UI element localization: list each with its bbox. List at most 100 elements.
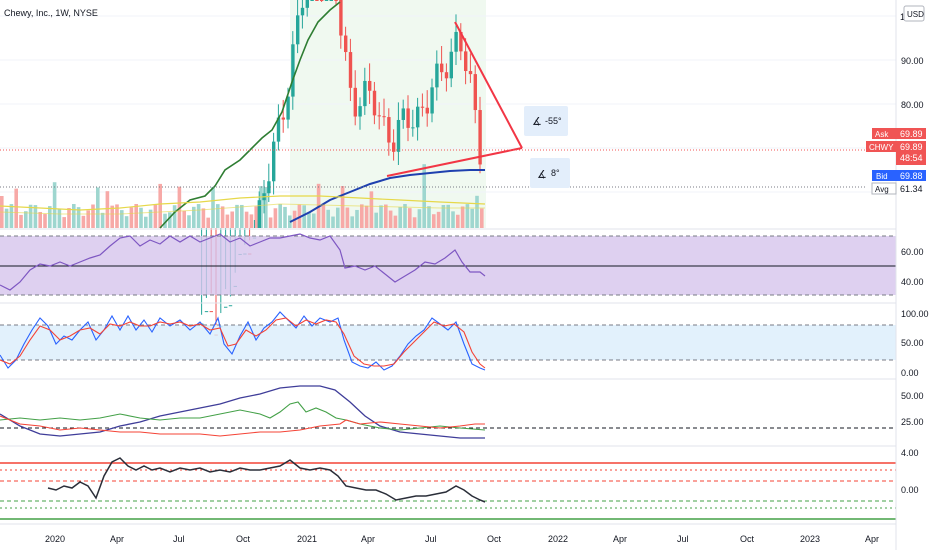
volume-bar	[408, 208, 412, 228]
rsi-tick-60: 60.00	[901, 247, 924, 257]
volume-bar	[360, 204, 364, 228]
volume-bar	[14, 188, 18, 228]
time-label-2020: 2020	[45, 534, 65, 544]
volume-bar	[153, 204, 158, 228]
volume-bar	[384, 204, 388, 228]
bid-value: 69.88	[900, 171, 923, 181]
candle-body	[204, 311, 209, 313]
volume-bar	[379, 205, 383, 228]
currency-button[interactable]: USD	[903, 5, 925, 22]
volume-bar	[220, 206, 225, 228]
stoch-d-line	[0, 317, 486, 369]
candle-body	[296, 15, 300, 45]
volume-bar	[456, 214, 460, 228]
candle-body	[267, 181, 271, 194]
candle-body	[368, 80, 372, 91]
candle-body	[430, 87, 434, 114]
volume-bar	[187, 215, 191, 228]
candle-body	[464, 51, 468, 72]
candle-body	[416, 106, 420, 128]
currency-label: USD	[907, 10, 924, 19]
ask-label: Ask	[875, 130, 889, 139]
candle-body	[209, 311, 213, 313]
candle-body	[344, 35, 348, 53]
candle-body	[478, 110, 482, 165]
volume-ma-line	[0, 195, 486, 211]
ma-fast-line	[159, 1, 341, 229]
volume-bar	[168, 212, 172, 228]
volume-bar	[19, 214, 23, 228]
candle-body	[286, 96, 290, 120]
volume-bar	[321, 204, 326, 228]
volume-bar	[48, 206, 52, 228]
price-tick-partial: 1	[900, 12, 905, 22]
candle-body	[411, 127, 415, 129]
dmi-tick-25: 25.00	[901, 417, 924, 427]
candle-body	[473, 74, 477, 111]
volume-bar	[283, 206, 287, 228]
volume-bar	[273, 208, 278, 228]
volume-bar	[345, 207, 350, 228]
volume-bar	[240, 204, 244, 228]
volume-bar	[124, 216, 129, 228]
candle-body	[396, 119, 401, 152]
volume-bar	[340, 186, 345, 228]
volume-bar	[43, 214, 47, 228]
volume-bar	[182, 210, 186, 228]
last-price-tag: CHWY 69.89 48:54	[866, 141, 926, 165]
ask-value: 69.89	[900, 129, 923, 139]
candle-body	[324, 0, 329, 1]
angle-value-lower: 8°	[551, 168, 560, 178]
osc-line	[47, 457, 486, 503]
angle-icon-lower: ∡	[537, 169, 547, 181]
candle-body	[272, 141, 276, 182]
candle-body	[320, 0, 324, 1]
volume-bar	[196, 204, 201, 228]
volume-bar	[96, 187, 100, 228]
volume-bar	[206, 217, 210, 228]
volume-bar	[436, 211, 441, 228]
candle-body	[454, 31, 458, 52]
time-label-oct-2022: Oct	[740, 534, 755, 544]
candle-body	[300, 7, 305, 16]
volume-bar	[446, 204, 450, 228]
volume-bar	[91, 204, 95, 228]
volume-bar	[4, 208, 9, 228]
volume-bar	[369, 191, 374, 228]
time-axis[interactable]: 2020 Apr Jul Oct 2021 Apr Jul Oct 2022 A…	[45, 534, 879, 544]
candle-body	[468, 71, 473, 75]
ma-slow-line	[289, 169, 485, 223]
pane-separators	[0, 228, 932, 525]
angle-icon-upper: ∡	[532, 116, 542, 128]
candle-body	[353, 87, 357, 117]
volume-bar	[388, 210, 393, 228]
candle-body	[449, 51, 453, 79]
time-label-apr-2020: Apr	[110, 534, 124, 544]
volume-bar	[134, 204, 138, 228]
volume-bar	[72, 204, 76, 228]
volume-bar	[105, 191, 110, 228]
angle-annotation-upper[interactable]: ∡ -55°	[524, 106, 568, 136]
price-tick-90: 90.00	[901, 56, 924, 66]
symbol-title[interactable]: Chewy, Inc., 1W, NYSE	[4, 8, 98, 18]
volume-bar	[393, 215, 398, 228]
last-value: 69.89	[900, 142, 923, 152]
time-label-apr-2022: Apr	[613, 534, 627, 544]
volume-bar	[235, 204, 239, 228]
candle-body	[257, 200, 261, 228]
angle-annotation-lower[interactable]: ∡ 8°	[530, 158, 570, 188]
candle-body	[392, 142, 396, 152]
volume-bar	[24, 211, 28, 228]
volume-bar	[398, 207, 402, 228]
volume-bar	[148, 209, 153, 228]
volume-bar	[28, 204, 33, 228]
volume-bar	[460, 206, 465, 228]
rsi-line	[0, 233, 486, 291]
candle-body	[281, 117, 285, 120]
candle-body	[387, 117, 391, 143]
trendline-lower[interactable]	[386, 147, 523, 177]
stoch-band	[0, 325, 896, 360]
main-grid	[0, 15, 896, 193]
trendline-upper[interactable]	[454, 21, 523, 149]
